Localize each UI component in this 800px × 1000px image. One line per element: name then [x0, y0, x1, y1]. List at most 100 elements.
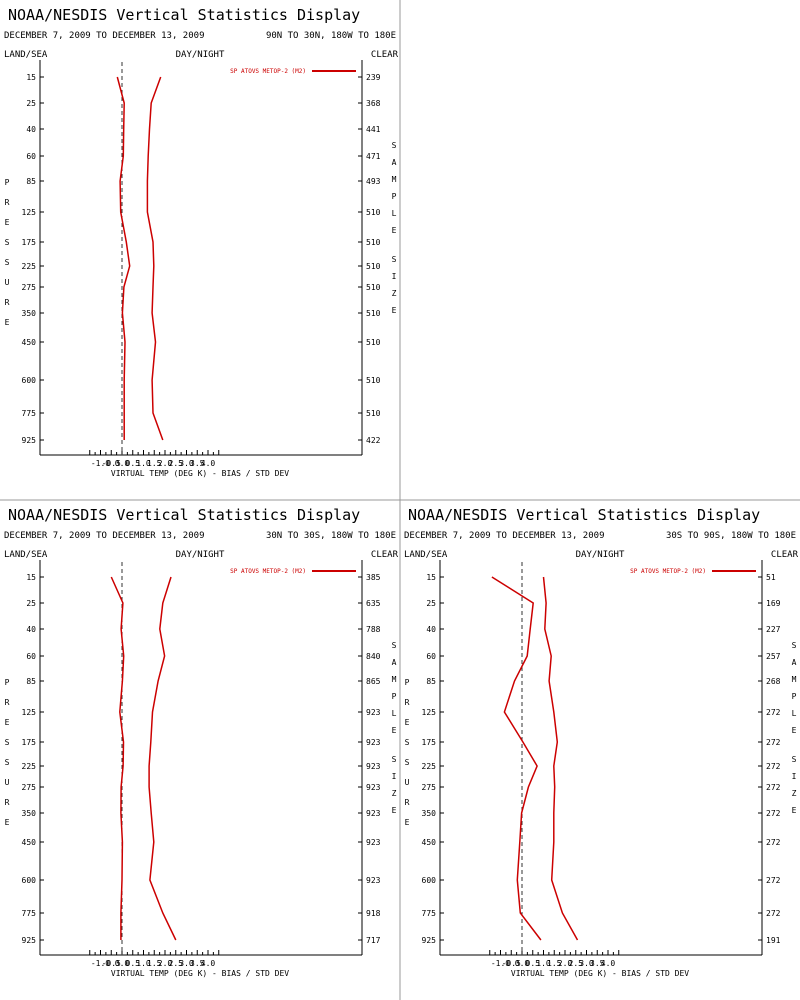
pressure-label: 40	[26, 625, 36, 634]
y2label-letter: A	[792, 658, 797, 667]
sample-size-label: 923	[366, 876, 381, 885]
legend-label: SP ATOVS METOP-2 (M2)	[230, 568, 306, 575]
y2label-letter: Z	[392, 789, 397, 798]
sample-size-label: 510	[366, 376, 381, 385]
sample-size-label: 268	[766, 677, 781, 686]
pressure-label: 450	[422, 838, 437, 847]
pressure-label: 600	[22, 876, 37, 885]
y2label-letter: L	[392, 209, 397, 218]
chart-panel-2: NOAA/NESDIS Vertical Statistics Display D…	[4, 506, 399, 978]
x-tick-label: -0.5	[502, 959, 521, 968]
sample-size-label: 272	[766, 838, 781, 847]
sample-size-label: 840	[366, 652, 381, 661]
ylabel-letter: R	[405, 798, 410, 807]
x-tick-label: 1.0	[536, 959, 551, 968]
x-tick-label: -1.0	[91, 459, 110, 468]
header-day-night: DAY/NIGHT	[176, 550, 225, 560]
x-tick-label: 4.0	[201, 959, 216, 968]
ylabel-letter: R	[405, 698, 410, 707]
sample-size-label: 717	[366, 936, 381, 945]
ylabel-letter: P	[5, 678, 10, 687]
sample-size-label: 788	[366, 625, 381, 634]
y2label-letter: P	[792, 692, 797, 701]
x-axis-label: VIRTUAL TEMP (DEG K) - BIAS / STD DEV	[111, 469, 289, 478]
sample-size-label: 272	[766, 783, 781, 792]
pressure-label: 275	[422, 783, 437, 792]
y2label-letter: S	[392, 141, 397, 150]
pressure-label: 925	[422, 936, 437, 945]
pressure-label: 925	[22, 436, 37, 445]
sample-size-label: 510	[366, 238, 381, 247]
ylabel-letter: E	[5, 718, 10, 727]
pressure-label: 60	[426, 652, 436, 661]
x-tick-label: 3.0	[179, 959, 194, 968]
sample-size-label: 272	[766, 738, 781, 747]
pressure-label: 85	[426, 677, 436, 686]
pressure-label: 350	[22, 309, 37, 318]
x-tick-label: 3.5	[590, 959, 605, 968]
region-label: 30N TO 30S, 180W TO 180E	[266, 531, 396, 541]
bias-series-line	[110, 576, 125, 940]
sample-size-label: 272	[766, 762, 781, 771]
ylabel-letter: E	[5, 318, 10, 327]
pressure-label: 125	[22, 208, 37, 217]
header-land-sea: LAND/SEA	[4, 550, 48, 560]
sample-size-label: 471	[366, 152, 381, 161]
sample-size-label: 368	[366, 99, 381, 108]
pressure-label: 775	[22, 409, 37, 418]
pressure-label: 175	[22, 238, 37, 247]
sample-size-label: 257	[766, 652, 781, 661]
pressure-label: 350	[422, 809, 437, 818]
legend-label: SP ATOVS METOP-2 (M2)	[230, 68, 306, 75]
sample-size-label: 510	[366, 262, 381, 271]
x-tick-label: -1.0	[491, 959, 510, 968]
pressure-label: 775	[422, 909, 437, 918]
pressure-label: 175	[22, 738, 37, 747]
pressure-label: 175	[422, 738, 437, 747]
x-tick-label: 0.5	[126, 959, 141, 968]
x-tick-label: 0.0	[115, 459, 130, 468]
x-tick-label: 2.0	[558, 959, 573, 968]
date-range: DECEMBER 7, 2009 TO DECEMBER 13, 2009	[404, 531, 604, 541]
ylabel-letter: R	[5, 798, 10, 807]
pressure-label: 25	[26, 99, 36, 108]
y2label-letter: M	[392, 175, 397, 184]
y2label-letter: A	[392, 158, 397, 167]
sample-size-label: 272	[766, 809, 781, 818]
ylabel-letter: S	[5, 758, 10, 767]
bias-series-line	[491, 576, 542, 941]
y2label-letter: L	[392, 709, 397, 718]
pressure-label: 60	[26, 652, 36, 661]
ylabel-letter: R	[5, 198, 10, 207]
pressure-label: 125	[422, 708, 437, 717]
y2label-letter: S	[792, 755, 797, 764]
header-clear: CLEAR	[371, 50, 399, 60]
sample-size-label: 441	[366, 125, 381, 134]
x-tick-label: 2.5	[569, 959, 584, 968]
sample-size-label: 923	[366, 708, 381, 717]
sample-size-label: 385	[366, 573, 381, 582]
pressure-label: 775	[22, 909, 37, 918]
x-tick-label: 0.0	[515, 959, 530, 968]
pressure-label: 40	[26, 125, 36, 134]
pressure-label: 85	[26, 177, 36, 186]
sample-size-label: 227	[766, 625, 781, 634]
pressure-label: 25	[426, 599, 436, 608]
ylabel-letter: E	[405, 718, 410, 727]
ylabel-letter: P	[405, 678, 410, 687]
y2label-letter: M	[792, 675, 797, 684]
x-tick-label: 1.0	[136, 959, 151, 968]
y2label-letter: E	[392, 726, 397, 735]
y2label-letter: E	[392, 306, 397, 315]
legend-label: SP ATOVS METOP-2 (M2)	[630, 568, 706, 575]
sample-size-label: 510	[366, 208, 381, 217]
pressure-label: 60	[26, 152, 36, 161]
sample-size-label: 635	[366, 599, 381, 608]
pressure-label: 450	[22, 838, 37, 847]
y2label-letter: I	[792, 772, 797, 781]
x-tick-label: 2.0	[158, 959, 173, 968]
ylabel-letter: U	[405, 778, 410, 787]
sample-size-label: 169	[766, 599, 781, 608]
x-tick-label: -0.5	[102, 459, 121, 468]
